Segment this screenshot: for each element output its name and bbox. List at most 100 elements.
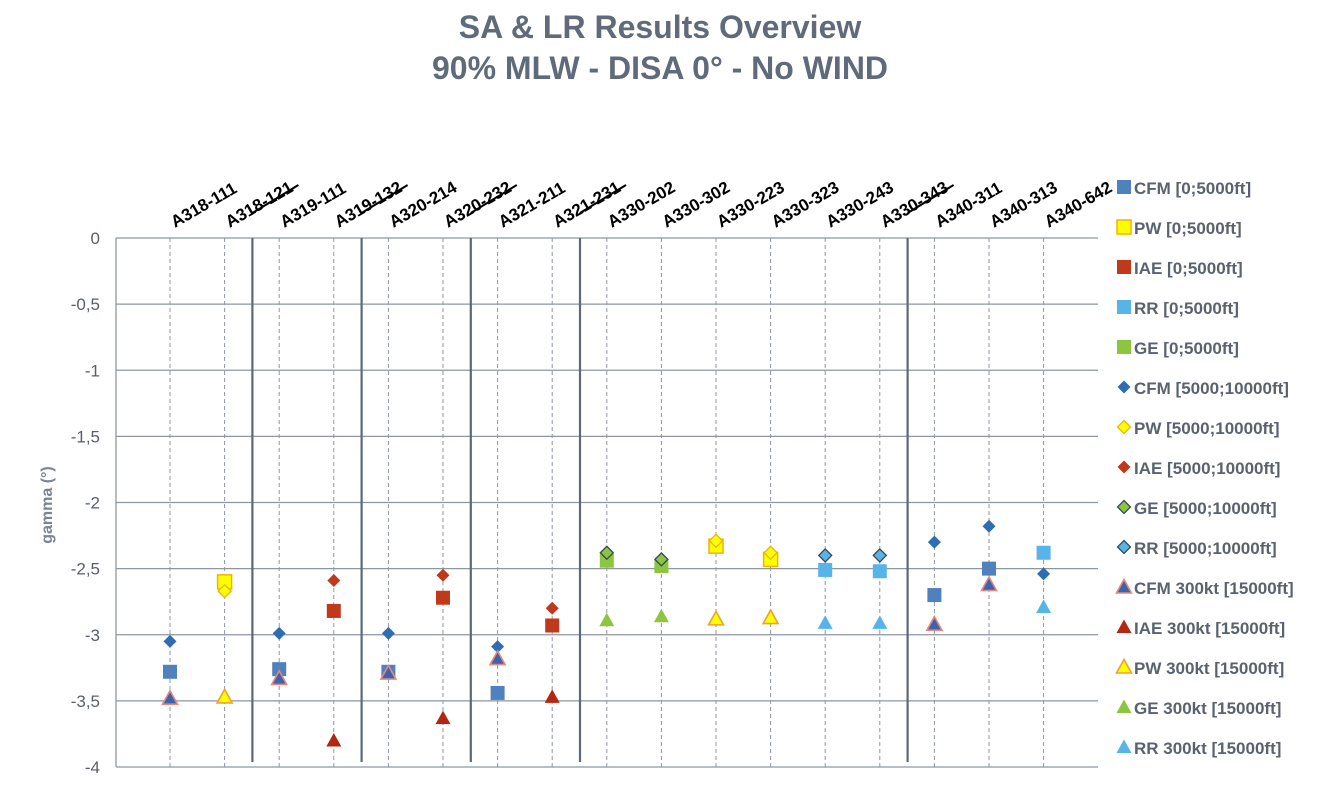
legend-label: PW [0;5000ft]: [1134, 219, 1242, 238]
legend-label: GE 300kt [15000ft]: [1134, 699, 1281, 718]
data-point-diamond: [982, 519, 996, 533]
y-axis-ticks: 0 -0,5 -1 -1,5 -2 -2,5 -3 -3,5 -4: [71, 229, 100, 777]
data-point-diamond: [381, 626, 395, 640]
legend-label: IAE 300kt [15000ft]: [1134, 619, 1285, 638]
data-point-diamond: [763, 545, 779, 561]
data-point-triangle: [326, 733, 342, 747]
data-point-square: [818, 562, 833, 577]
y-tick-label: -2: [85, 494, 100, 513]
data-point-diamond: [327, 574, 341, 588]
data-point-square: [599, 553, 614, 568]
data-point-diamond: [599, 545, 615, 561]
data-point-diamond: [163, 634, 177, 648]
legend-marker-square: [1117, 180, 1131, 194]
y-tick-label: 0: [91, 229, 100, 248]
legend-label: PW 300kt [15000ft]: [1134, 659, 1284, 678]
legend-label: IAE [0;5000ft]: [1134, 259, 1243, 278]
data-point-square: [982, 561, 996, 576]
legend-label: CFM [5000;10000ft]: [1134, 379, 1289, 398]
legend-marker-triangle: [1116, 699, 1132, 713]
plot-grid: [115, 237, 1098, 768]
data-point-diamond: [545, 601, 559, 615]
data-point-triangle: [653, 608, 669, 623]
data-point-triangle: [761, 608, 780, 625]
legend-label: RR [0;5000ft]: [1134, 299, 1239, 318]
legend-marker-diamond: [1116, 419, 1132, 435]
legend-marker-square: [1116, 219, 1132, 235]
legend: CFM [0;5000ft] PW [0;5000ft] IAE [0;5000ft…: [1115, 179, 1294, 758]
data-point-square: [436, 590, 450, 605]
chart-title-line-2: 90% MLW - DISA 0° - No WIND: [432, 50, 888, 86]
legend-label: RR 300kt [15000ft]: [1134, 739, 1281, 758]
legend-label: RR [5000;10000ft]: [1134, 539, 1277, 558]
data-point-triangle: [488, 649, 507, 666]
legend-marker-diamond: [1117, 380, 1131, 394]
data-point-triangle: [925, 615, 944, 631]
data-point-diamond: [217, 583, 233, 599]
legend-marker-triangle: [1115, 657, 1133, 674]
legend-label: PW [5000;10000ft]: [1134, 419, 1280, 438]
legend-marker-triangle: [1116, 739, 1132, 753]
group-separators: [251, 184, 955, 762]
data-point-triangle: [599, 612, 615, 627]
chart-title-group: SA & LR Results Overview 90% MLW - DISA …: [432, 9, 888, 86]
legend-marker-diamond: [1116, 499, 1132, 515]
group-separator-slash: [470, 184, 518, 214]
data-point-square: [272, 662, 287, 677]
y-tick-label: -1: [85, 361, 100, 380]
data-point-square: [163, 664, 177, 679]
data-point-triangle: [435, 710, 451, 725]
data-point-diamond: [491, 640, 505, 654]
legend-marker-square: [1117, 260, 1131, 274]
data-point-square: [326, 603, 341, 618]
data-point-triangle: [707, 609, 725, 626]
legend-label: CFM 300kt [15000ft]: [1134, 579, 1294, 598]
data-point-triangle: [980, 575, 998, 592]
data-point-square: [490, 685, 505, 700]
y-tick-label: -1,5: [71, 427, 100, 446]
data-point-diamond: [708, 533, 724, 549]
group-separator-slash: [361, 184, 409, 214]
data-point-triangle: [270, 669, 289, 686]
data-point-diamond: [1037, 567, 1051, 581]
data-point-diamond: [817, 547, 833, 563]
x-axis-ticks: A318-111A318-121A319-111A319-132A320-214…: [168, 177, 1116, 231]
data-point-diamond: [927, 535, 941, 549]
data-point-triangle: [1036, 599, 1052, 613]
data-point-triangle: [872, 615, 888, 629]
legend-marker-diamond: [1116, 539, 1132, 555]
data-point-diamond: [272, 626, 286, 640]
legend-marker-square: [1117, 300, 1131, 314]
data-points: [161, 519, 1052, 747]
y-tick-label: -3: [85, 626, 100, 645]
y-tick-label: -2,5: [71, 560, 100, 579]
data-point-square: [545, 618, 560, 633]
data-point-diamond: [653, 551, 669, 567]
y-tick-label: -0,5: [71, 295, 100, 314]
y-axis-label: gamma (°): [39, 466, 56, 544]
data-point-diamond: [436, 568, 450, 582]
data-point-square: [872, 564, 887, 579]
legend-marker-triangle: [1116, 619, 1132, 633]
legend-label: IAE [5000;10000ft]: [1134, 459, 1280, 478]
legend-label: GE [0;5000ft]: [1134, 339, 1239, 358]
legend-marker-triangle: [1115, 577, 1133, 594]
data-point-triangle: [379, 663, 398, 680]
legend-label: CFM [0;5000ft]: [1134, 179, 1251, 198]
chart-title-line-1: SA & LR Results Overview: [459, 9, 862, 45]
data-point-triangle: [161, 689, 179, 706]
group-separator-slash: [907, 184, 955, 214]
group-separator-slash: [251, 184, 299, 214]
data-point-square: [1036, 545, 1051, 560]
legend-marker-square: [1117, 340, 1131, 354]
group-separator-slash: [579, 184, 627, 214]
y-tick-label: -3,5: [71, 692, 100, 711]
data-point-triangle: [817, 615, 833, 629]
data-point-triangle: [544, 689, 560, 703]
data-point-triangle: [215, 687, 234, 704]
data-point-square: [927, 588, 942, 603]
legend-marker-diamond: [1117, 460, 1131, 474]
legend-label: GE [5000;10000ft]: [1134, 499, 1277, 518]
data-point-diamond: [872, 547, 888, 563]
